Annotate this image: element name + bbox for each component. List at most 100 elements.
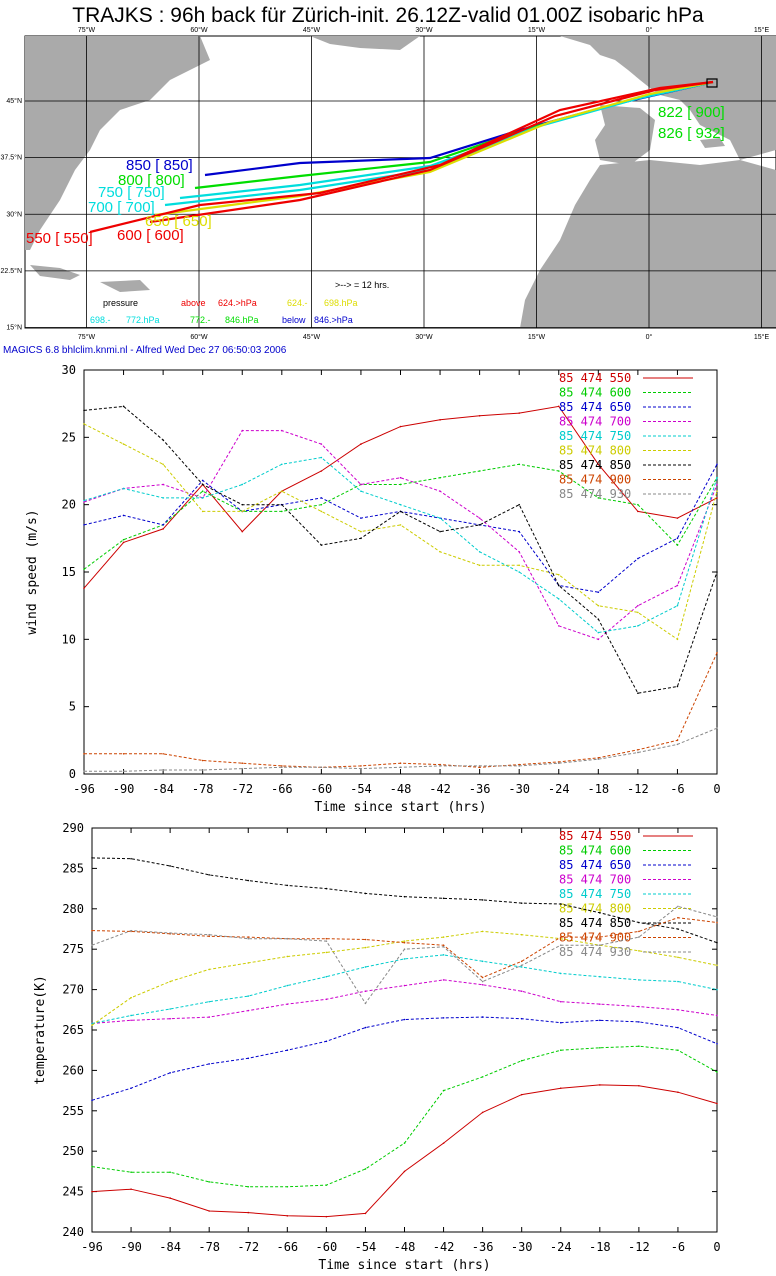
y-tick-label: 270 xyxy=(62,983,84,997)
data-point xyxy=(599,1003,601,1005)
data-point xyxy=(364,1168,367,1170)
legend-entry-4: 85 474 750 xyxy=(559,429,631,443)
x-tick-label: -12 xyxy=(628,1240,650,1254)
data-point xyxy=(247,937,250,940)
x-tick-label: -54 xyxy=(350,782,372,796)
data-point xyxy=(478,517,481,519)
data-point xyxy=(325,951,328,954)
lon-label-bottom: 75°W xyxy=(78,333,96,341)
y-tick-label: 240 xyxy=(62,1225,84,1239)
legend-entry-8: 85 474 930 xyxy=(559,945,631,959)
data-point xyxy=(241,510,244,513)
data-point xyxy=(597,758,600,760)
data-point xyxy=(247,1211,250,1214)
data-point xyxy=(364,1026,367,1029)
x-tick-label: -96 xyxy=(73,782,95,796)
data-point xyxy=(364,938,367,941)
data-point xyxy=(360,517,362,519)
data-point xyxy=(169,1017,171,1020)
data-point xyxy=(439,765,441,767)
data-point xyxy=(677,916,679,919)
start-label-1: 800 [ 800] xyxy=(118,172,185,189)
data-point xyxy=(716,571,718,573)
data-point xyxy=(122,753,125,755)
data-point xyxy=(83,501,85,503)
data-point xyxy=(481,1076,484,1078)
lat-label: 22.5°N xyxy=(1,267,22,275)
data-point xyxy=(478,564,481,567)
data-point xyxy=(520,1017,523,1020)
x-tick-label: -36 xyxy=(472,1240,494,1254)
data-point xyxy=(442,1142,445,1144)
y-tick-label: 15 xyxy=(62,565,76,579)
data-point xyxy=(91,1099,93,1102)
data-point xyxy=(481,899,484,901)
y-tick-label: 20 xyxy=(62,498,76,512)
data-point xyxy=(208,1000,210,1003)
y-tick-label: 30 xyxy=(62,363,76,377)
lon-label-top: 15°W xyxy=(528,26,546,34)
data-point xyxy=(360,490,362,492)
lon-label-bottom: 45°W xyxy=(303,333,321,341)
x-tick-label: -96 xyxy=(81,1240,103,1254)
data-point xyxy=(676,584,679,587)
y-tick-label: 280 xyxy=(62,902,84,916)
data-point xyxy=(597,638,600,641)
data-point xyxy=(520,933,523,936)
data-point xyxy=(360,765,362,767)
land-mass-5 xyxy=(30,265,80,280)
x-tick-label: -54 xyxy=(355,1240,377,1254)
series-line-3 xyxy=(91,979,718,1024)
trajectory-6 xyxy=(89,80,714,234)
data-point xyxy=(286,955,289,958)
y-tick-label: 25 xyxy=(62,430,76,444)
x-tick-label: -66 xyxy=(271,782,293,796)
data-point xyxy=(442,1017,445,1019)
data-point xyxy=(442,944,445,946)
data-point xyxy=(286,1003,289,1005)
data-point xyxy=(201,769,204,771)
data-point xyxy=(286,1185,289,1188)
data-point xyxy=(91,944,93,946)
x-tick-label: -18 xyxy=(587,782,609,796)
data-point xyxy=(637,748,639,751)
data-point xyxy=(518,412,520,414)
x-tick-label: -78 xyxy=(192,782,214,796)
land-mass-3 xyxy=(595,105,655,165)
data-point xyxy=(83,409,85,412)
data-point xyxy=(281,765,283,767)
y-tick-label: 275 xyxy=(62,942,84,956)
data-point xyxy=(599,975,601,978)
data-point xyxy=(325,887,328,890)
data-point xyxy=(439,517,441,519)
data-point xyxy=(481,930,484,933)
y-tick-label: 10 xyxy=(62,632,76,646)
data-point xyxy=(677,928,679,930)
data-point xyxy=(169,980,171,983)
legend-below-val: 846.>hPa xyxy=(314,315,353,325)
data-point xyxy=(520,1093,523,1096)
legend-entry-3: 85 474 700 xyxy=(559,873,631,887)
data-point xyxy=(83,568,85,571)
data-point xyxy=(364,892,367,895)
data-point xyxy=(676,685,679,688)
x-tick-label: -90 xyxy=(120,1240,142,1254)
y-tick-label: 245 xyxy=(62,1185,84,1199)
data-point xyxy=(442,945,445,948)
data-point xyxy=(599,1046,601,1049)
land-mass-0 xyxy=(25,36,210,250)
x-tick-label: -42 xyxy=(429,782,451,796)
data-point xyxy=(130,1171,132,1174)
data-point xyxy=(676,739,679,742)
data-point xyxy=(208,1063,210,1065)
data-point xyxy=(716,652,718,654)
data-point xyxy=(439,551,441,553)
data-point xyxy=(162,524,164,526)
y-axis-label: temperature(K) xyxy=(33,975,48,1085)
land-mass-4 xyxy=(520,160,776,328)
data-point xyxy=(637,751,639,754)
data-point xyxy=(439,763,441,766)
legend-b2: 624.- xyxy=(287,298,308,308)
data-point xyxy=(637,611,639,614)
lon-label-top: 0° xyxy=(646,26,653,34)
